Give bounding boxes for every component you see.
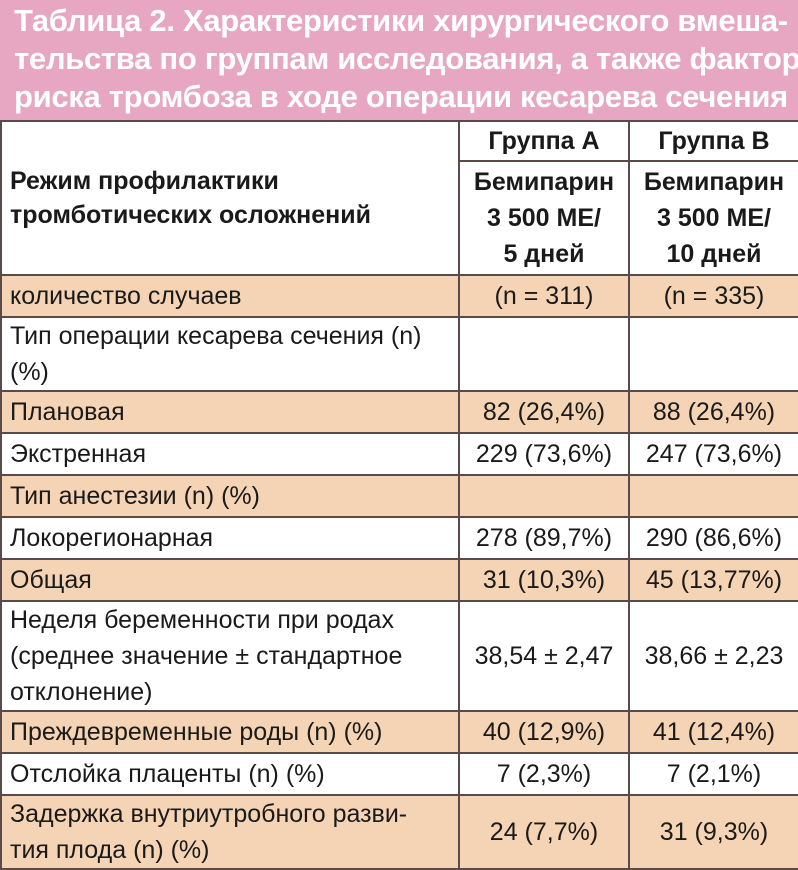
group-a-value: 82 (26,4%) xyxy=(458,390,630,434)
row-label: Задержка внутриутробного разви- xyxy=(10,800,408,828)
row-label: (среднее значение ± стандартное xyxy=(10,642,403,670)
table-row: Отслойка плаценты (n) (%) 7 (2,3%) 7 (2,1%… xyxy=(0,752,798,796)
drug-line: 10 дней xyxy=(666,240,762,268)
row-label: Отслойка плаценты (n) (%) xyxy=(10,760,325,788)
group-a-drug: Бемипарин 3 500 МЕ/ 5 дней xyxy=(458,160,630,276)
table-row: Экстренная 229 (73,6%) 247 (73,6%) xyxy=(0,432,798,476)
group-a-value xyxy=(458,316,630,392)
table-row: Тип операции кесарева сечения (n) (%) xyxy=(0,316,798,392)
group-a-value: (n = 311) xyxy=(458,274,630,318)
group-a-header: Группа A xyxy=(458,120,630,162)
header-row: Бемипарин 3 500 МЕ/ 5 дней Бемипарин 3 5… xyxy=(1,160,798,276)
header-row: Режим профилактики тромботических осложн… xyxy=(0,120,798,276)
table-row: Задержка внутриутробного разви-тия плода… xyxy=(0,794,798,870)
row-label-cell: Неделя беременности при родах (среднее зн… xyxy=(0,600,460,712)
row-label: Плановая xyxy=(10,398,125,426)
row-label-cell: Плановая xyxy=(0,390,460,434)
group-b-value: 88 (26,4%) xyxy=(628,390,798,434)
group-b-value: 7 (2,1%) xyxy=(628,752,798,796)
row-label-cell: количество случаев xyxy=(0,274,460,318)
group-b-value: 45 (13,77%) xyxy=(628,558,798,602)
group-b-value: 31 (9,3%) xyxy=(628,794,798,870)
table-row: Локорегионарная 278 (89,7%) 290 (86,6%) xyxy=(0,516,798,560)
row-label: Экстренная xyxy=(10,440,146,468)
data-table: Режим профилактики тромботических осложн… xyxy=(0,120,798,870)
group-b-value: 38,66 ± 2,23 xyxy=(628,600,798,712)
group-a-value: 24 (7,7%) xyxy=(458,794,630,870)
row-label: Преждевременные роды (n) (%) xyxy=(10,718,383,746)
group-b-value: (n = 335) xyxy=(628,274,798,318)
table-title: Таблица 2. Характеристики хирургического… xyxy=(0,0,798,120)
table-row: Неделя беременности при родах (среднее зн… xyxy=(0,600,798,712)
row-label: Неделя беременности при родах xyxy=(10,606,394,634)
row-label-cell: Тип анестезии (n) (%) xyxy=(0,474,460,518)
drug-line: 3 500 МЕ/ xyxy=(487,204,601,232)
group-b-value: 247 (73,6%) xyxy=(628,432,798,476)
table-row: Плановая 82 (26,4%) 88 (26,4%) xyxy=(0,390,798,434)
row-label: Тип операции кесарева сечения (n) (%) xyxy=(10,322,422,386)
title-line: тельства по группам исследования, а такж… xyxy=(14,41,798,76)
group-a-value: 40 (12,9%) xyxy=(458,710,630,754)
group-a-value: 278 (89,7%) xyxy=(458,516,630,560)
row-label-cell: Задержка внутриутробного разви-тия плода… xyxy=(0,794,460,870)
table-row: Тип анестезии (n) (%) xyxy=(0,474,798,518)
group-a-value: 31 (10,3%) xyxy=(458,558,630,602)
row-label-cell: Преждевременные роды (n) (%) xyxy=(0,710,460,754)
table-row: Преждевременные роды (n) (%) 40 (12,9%) 41… xyxy=(0,710,798,754)
title-line: Таблица 2. Характеристики хирургического… xyxy=(14,3,788,38)
group-a-value xyxy=(458,474,630,518)
table-row: Общая 31 (10,3%) 45 (13,77%) xyxy=(0,558,798,602)
group-b-value: 41 (12,4%) xyxy=(628,710,798,754)
drug-line: Бемипарин xyxy=(643,168,785,196)
regimen-label: тромботических осложнений xyxy=(10,201,371,229)
row-label: Тип анестезии (n) (%) xyxy=(10,482,260,510)
row-label: тия плода (n) (%) xyxy=(10,836,210,864)
group-b-value: 290 (86,6%) xyxy=(628,516,798,560)
drug-line: Бемипарин xyxy=(473,168,615,196)
table-row: количество случаев (n = 311) (n = 335) xyxy=(0,274,798,318)
row-label-cell: Тип операции кесарева сечения (n) (%) xyxy=(0,316,460,392)
group-b-value xyxy=(628,474,798,518)
row-label-cell: Отслойка плаценты (n) (%) xyxy=(0,752,460,796)
row-label: Локорегионарная xyxy=(10,524,214,552)
row-label: количество случаев xyxy=(10,282,242,310)
group-a-value: 7 (2,3%) xyxy=(458,752,630,796)
drug-line: 5 дней xyxy=(503,240,585,268)
regimen-header-cell: Режим профилактики тромботических осложн… xyxy=(0,120,460,276)
row-label: Общая xyxy=(10,566,92,594)
group-b-drug: Бемипарин 3 500 МЕ/ 10 дней xyxy=(628,160,798,276)
group-a-value: 38,54 ± 2,47 xyxy=(458,600,630,712)
row-label-cell: Экстренная xyxy=(0,432,460,476)
group-a-value: 229 (73,6%) xyxy=(458,432,630,476)
title-line: риска тромбоза в ходе операции кесарева … xyxy=(14,79,788,114)
row-label-cell: Общая xyxy=(0,558,460,602)
group-b-value xyxy=(628,316,798,392)
row-label: отклонение) xyxy=(10,678,153,706)
drug-line: 3 500 МЕ/ xyxy=(657,204,771,232)
regimen-label: Режим профилактики xyxy=(10,167,279,195)
row-label-cell: Локорегионарная xyxy=(0,516,460,560)
group-b-header: Группа B xyxy=(628,120,798,162)
